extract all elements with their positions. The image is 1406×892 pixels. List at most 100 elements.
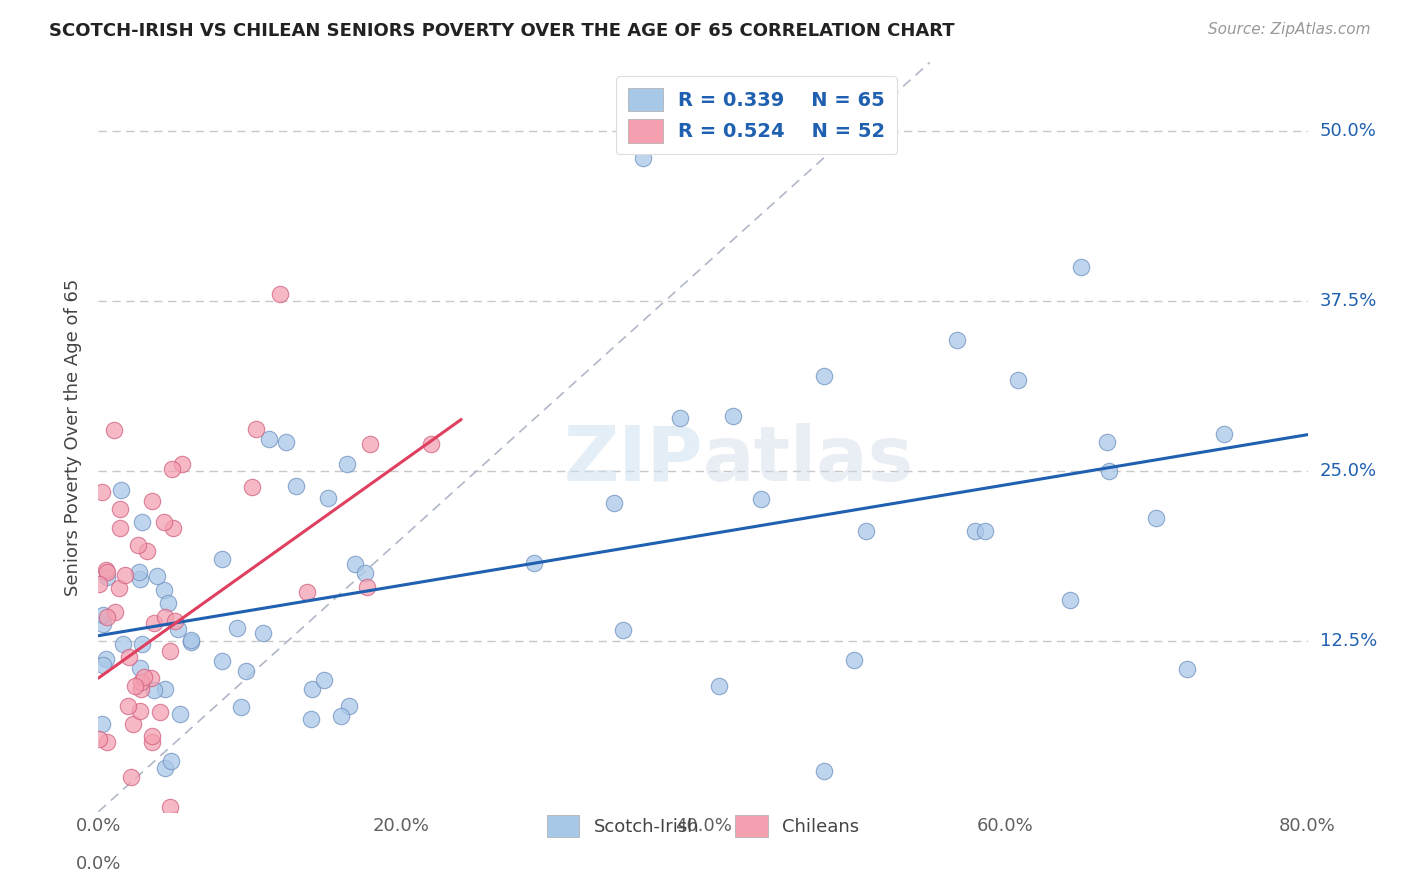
Point — [135, 544, 157, 558]
Point — [149, 705, 172, 719]
Point — [93, 608, 115, 623]
Point — [108, 838, 131, 852]
Point — [360, 437, 382, 451]
Point — [96, 735, 118, 749]
Point — [141, 735, 163, 749]
Point — [160, 461, 183, 475]
Point — [312, 673, 335, 687]
Point — [141, 671, 163, 685]
Point — [723, 409, 745, 423]
Point — [152, 516, 174, 530]
Point — [141, 494, 163, 508]
Point — [141, 729, 163, 743]
Point — [337, 698, 360, 713]
Point — [295, 585, 318, 599]
Point — [240, 480, 263, 494]
Point — [91, 484, 114, 499]
Point — [252, 625, 274, 640]
Point — [163, 813, 186, 827]
Point — [1070, 260, 1092, 274]
Point — [285, 479, 308, 493]
Point — [143, 682, 166, 697]
Point — [104, 605, 127, 619]
Point — [211, 552, 233, 566]
Point — [157, 596, 180, 610]
Text: 50.0%: 50.0% — [1320, 121, 1376, 139]
Point — [108, 581, 131, 595]
Legend: Scotch-Irish, Chileans: Scotch-Irish, Chileans — [536, 804, 870, 847]
Point — [180, 634, 202, 648]
Point — [104, 818, 127, 832]
Point — [749, 492, 772, 507]
Point — [1213, 426, 1236, 441]
Point — [131, 516, 153, 530]
Point — [91, 616, 114, 631]
Point — [159, 644, 181, 658]
Point — [973, 524, 995, 538]
Point — [344, 558, 367, 572]
Point — [122, 717, 145, 731]
Point — [855, 524, 877, 538]
Point — [1097, 434, 1119, 449]
Point — [129, 704, 152, 718]
Point — [356, 580, 378, 594]
Point — [128, 572, 150, 586]
Point — [117, 698, 139, 713]
Point — [211, 654, 233, 668]
Point — [159, 800, 181, 814]
Point — [274, 435, 297, 450]
Point — [110, 502, 132, 516]
Point — [420, 437, 443, 451]
Point — [603, 496, 626, 510]
Point — [1144, 510, 1167, 524]
Point — [96, 565, 118, 579]
Point — [299, 712, 322, 726]
Point — [96, 570, 118, 584]
Point — [336, 457, 359, 471]
Point — [301, 681, 323, 696]
Point — [87, 577, 110, 591]
Text: 12.5%: 12.5% — [1320, 632, 1376, 650]
Point — [813, 764, 835, 778]
Text: SCOTCH-IRISH VS CHILEAN SENIORS POVERTY OVER THE AGE OF 65 CORRELATION CHART: SCOTCH-IRISH VS CHILEAN SENIORS POVERTY … — [49, 22, 955, 40]
Point — [353, 566, 375, 581]
Point — [162, 521, 184, 535]
Point — [163, 614, 186, 628]
Point — [946, 334, 969, 348]
Point — [131, 675, 153, 690]
Point — [110, 521, 132, 535]
Point — [169, 707, 191, 722]
Point — [180, 632, 202, 647]
Point — [160, 754, 183, 768]
Point — [96, 651, 118, 665]
Point — [117, 649, 139, 664]
Point — [127, 538, 149, 552]
Point — [131, 637, 153, 651]
Point — [114, 568, 136, 582]
Point — [129, 661, 152, 675]
Point — [330, 709, 353, 723]
Point — [111, 637, 134, 651]
Point — [170, 457, 193, 471]
Point — [612, 623, 634, 637]
Point — [166, 622, 188, 636]
Point — [245, 422, 267, 436]
Point — [153, 681, 176, 696]
Point — [91, 716, 114, 731]
Point — [668, 411, 690, 425]
Point — [235, 664, 257, 678]
Point — [153, 583, 176, 598]
Point — [87, 731, 110, 746]
Point — [631, 151, 654, 165]
Point — [965, 524, 987, 538]
Point — [129, 682, 152, 697]
Point — [316, 491, 339, 505]
Point — [1059, 592, 1081, 607]
Y-axis label: Seniors Poverty Over the Age of 65: Seniors Poverty Over the Age of 65 — [65, 278, 83, 596]
Point — [110, 483, 132, 497]
Point — [103, 423, 125, 437]
Text: 25.0%: 25.0% — [1320, 462, 1376, 480]
Text: atlas: atlas — [703, 423, 914, 497]
Point — [163, 872, 186, 887]
Point — [523, 556, 546, 570]
